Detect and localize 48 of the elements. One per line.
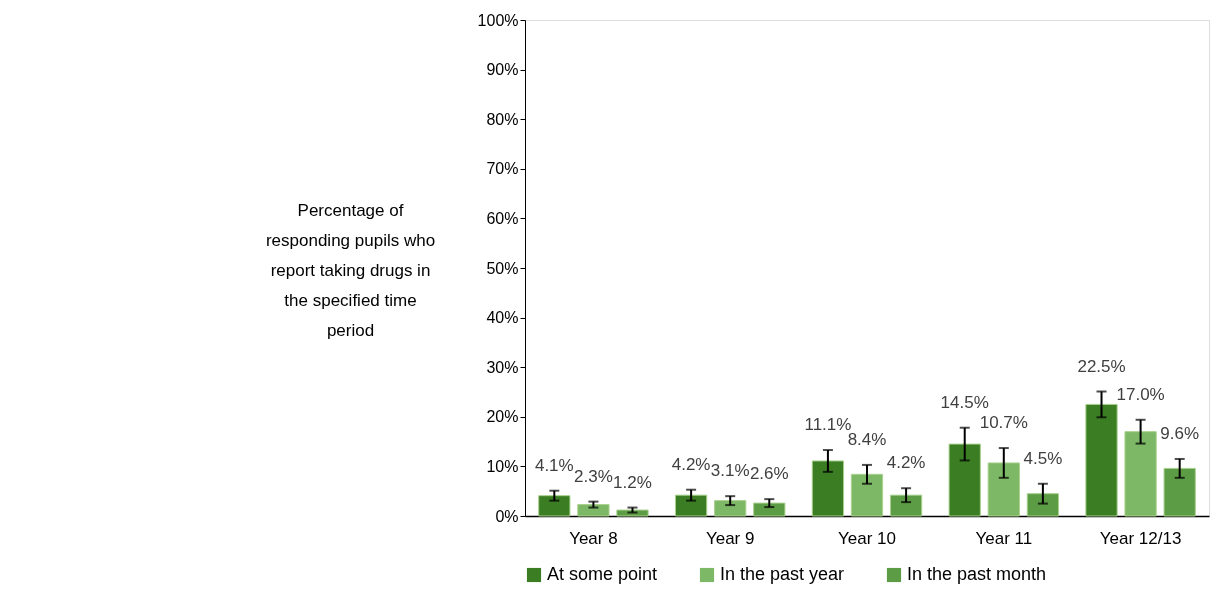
bar [1085, 403, 1118, 517]
x-tick-label: Year 12/13 [1099, 528, 1182, 548]
data-label: 4.5% [1023, 448, 1063, 468]
data-label: 8.4% [847, 429, 887, 449]
data-label: 2.3% [574, 466, 613, 486]
legend-label: In the past year [720, 564, 845, 584]
data-label: 4.1% [534, 455, 574, 475]
y-tick-label: 20% [486, 408, 519, 426]
x-tick-label: Year 11 [975, 528, 1033, 548]
bar [1026, 493, 1060, 517]
y-tick-label: 30% [486, 358, 519, 376]
data-label: 22.5% [1077, 356, 1126, 376]
bar [889, 494, 923, 517]
data-label: 17.0% [1116, 384, 1165, 404]
bar [1163, 467, 1196, 517]
bar [714, 500, 747, 517]
y-tick-label: 50% [486, 259, 519, 277]
legend-label: In the past month [907, 564, 1047, 584]
data-label: 2.6% [749, 464, 789, 484]
bar [577, 504, 610, 517]
y-tick-label: 0% [495, 507, 519, 525]
bar [850, 473, 884, 517]
y-tick-label: 40% [486, 309, 519, 327]
y-tick-label: 90% [486, 61, 519, 79]
y-axis-title: Percentage of responding pupils who report taking drugs in the specified time period [265, 200, 436, 340]
y-tick-label: 60% [486, 209, 519, 227]
bar [811, 460, 845, 517]
data-label: 9.6% [1160, 423, 1200, 443]
x-tick-label: Year 9 [705, 528, 755, 548]
y-tick-label: 80% [486, 110, 519, 128]
data-label: 4.2% [886, 453, 926, 473]
x-tick-label: Year 8 [569, 528, 618, 548]
bar [538, 495, 571, 517]
data-label: 14.5% [940, 392, 989, 412]
data-label: 10.7% [979, 413, 1028, 433]
bar [987, 462, 1020, 517]
data-label: 3.1% [710, 461, 750, 481]
x-tick-label: Year 10 [838, 528, 896, 548]
legend-label: At some point [547, 564, 658, 584]
data-label: 1.2% [613, 472, 652, 492]
y-tick-label: 10% [486, 457, 519, 475]
bar [1124, 431, 1157, 517]
data-label: 4.2% [671, 454, 711, 474]
y-tick-label: 100% [477, 11, 519, 29]
y-tick-label: 70% [486, 160, 519, 178]
bar [753, 502, 786, 517]
bar [674, 494, 708, 517]
bar [948, 443, 981, 517]
